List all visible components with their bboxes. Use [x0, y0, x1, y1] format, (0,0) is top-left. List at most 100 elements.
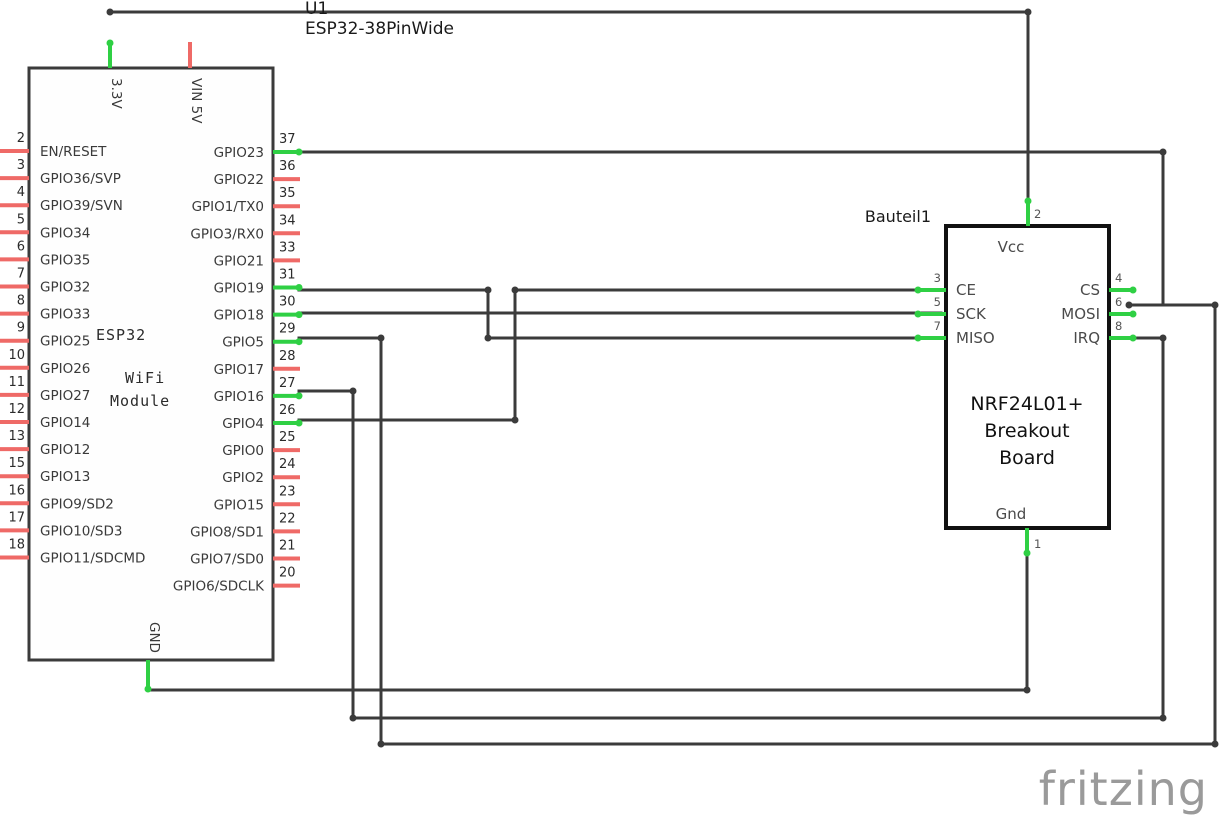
esp32-right-pin-number: 20 [279, 566, 296, 581]
esp32-right-pin-number: 33 [279, 240, 296, 255]
esp32-left-pin-label: GPIO13 [40, 469, 90, 485]
esp32-right-pin-gpio5[interactable]: GPIO5 29 [222, 322, 303, 351]
esp32-right-pin-gpio7-sd0[interactable]: GPIO7/SD0 21 [190, 539, 300, 568]
nrf24-pin-gnd[interactable] [1023, 528, 1031, 557]
esp32-left-pin-label: GPIO39/SVN [40, 198, 123, 214]
esp32-right-pin-number: 36 [279, 159, 296, 174]
esp32-right-pin-number: 37 [279, 132, 296, 147]
nrf24-body-text-2: Board [999, 447, 1055, 469]
esp32-left-pin-gpio33[interactable]: GPIO33 8 [0, 294, 90, 323]
esp32-right-pin-gpio15[interactable]: GPIO15 23 [214, 484, 300, 513]
esp32-left-pin-number: 5 [17, 212, 25, 227]
wire-net-cs-gpio5[interactable] [297, 301, 1219, 748]
esp32-left-pin-gpio39-svn[interactable]: GPIO39/SVN 4 [0, 185, 123, 214]
esp32-left-pin-gpio34[interactable]: GPIO34 5 [0, 212, 90, 241]
esp32-left-pin-number: 18 [8, 538, 25, 553]
esp32-left-pin-gpio11-sdcmd[interactable]: GPIO11/SDCMD 18 [0, 538, 145, 567]
nrf24-right-pin-mosi[interactable]: MOSI 6 [1061, 295, 1137, 323]
esp32-right-pin-gpio3-rx0[interactable]: GPIO3/RX0 34 [190, 213, 300, 242]
esp32-pin-gnd[interactable] [144, 660, 152, 693]
esp32-right-pin-gpio16[interactable]: GPIO16 27 [214, 376, 303, 405]
esp32-left-pin-label: EN/RESET [40, 144, 107, 160]
esp32-right-pin-number: 24 [279, 457, 296, 472]
esp32-left-pin-gpio10-sd3[interactable]: GPIO10/SD3 17 [0, 510, 123, 539]
wire-net-3v3[interactable] [106, 8, 1032, 218]
esp32-left-pin-label: GPIO14 [40, 415, 90, 431]
nrf24-body-text-1: Breakout [984, 420, 1069, 442]
esp32-left-pin-number: 7 [17, 267, 25, 282]
esp32-left-pin-gpio36-svp[interactable]: GPIO36/SVP 3 [0, 158, 121, 187]
esp32-right-pin-gpio2[interactable]: GPIO2 24 [222, 457, 300, 486]
esp32-right-pin-gpio8-sd1[interactable]: GPIO8/SD1 22 [190, 511, 300, 540]
esp32-left-pin-gpio32[interactable]: GPIO32 7 [0, 267, 90, 296]
esp32-left-pin-number: 13 [8, 429, 25, 444]
esp32-left-pin-label: GPIO9/SD2 [40, 496, 114, 512]
esp32-right-pin-label: GPIO7/SD0 [190, 552, 264, 568]
esp32-toppin-label-3v3: 3.3V [108, 78, 124, 109]
esp32-left-pin-label: GPIO35 [40, 252, 90, 268]
esp32-body-text-1: WiFi [125, 369, 165, 387]
esp32-right-pin-label: GPIO19 [214, 281, 264, 297]
esp32-left-pin-number: 15 [8, 456, 25, 471]
esp32-toppin-label-vin: VIN 5V [188, 78, 204, 124]
nrf24-pin-vcc[interactable] [1024, 197, 1032, 227]
nrf24-left-pin-label: CE [956, 281, 976, 299]
esp32-right-pin-gpio1-tx0[interactable]: GPIO1/TX0 35 [192, 186, 300, 215]
nrf24-bottompin-label-gnd: Gnd [996, 505, 1027, 523]
wire-net-gnd[interactable] [146, 551, 1031, 694]
esp32-right-pin-label: GPIO5 [222, 335, 264, 351]
esp32-left-pin-gpio25[interactable]: GPIO25 9 [0, 321, 90, 350]
nrf24-right-pin-number: 4 [1115, 271, 1122, 285]
esp32-left-pin-number: 16 [8, 483, 25, 498]
esp32-left-pin-en-reset[interactable]: EN/RESET 2 [0, 131, 107, 160]
esp32-left-pin-number: 3 [17, 158, 25, 173]
esp32-right-pin-gpio21[interactable]: GPIO21 33 [214, 240, 300, 269]
nrf24-right-pin-cs[interactable]: CS 4 [1080, 271, 1137, 299]
esp32-body-text-0: ESP32 [96, 326, 146, 344]
esp32-left-pin-gpio26[interactable]: GPIO26 10 [0, 348, 90, 377]
esp32-right-pin-label: GPIO17 [214, 362, 264, 378]
nrf24-left-pin-number: 5 [934, 295, 941, 309]
esp32-left-pin-gpio9-sd2[interactable]: GPIO9/SD2 16 [0, 483, 114, 512]
esp32-right-pin-gpio18[interactable]: GPIO18 30 [214, 295, 303, 324]
esp32-right-pin-gpio19[interactable]: GPIO19 31 [214, 268, 303, 297]
esp32-left-pin-number: 4 [17, 185, 25, 200]
esp32-pin-3v3[interactable] [106, 39, 114, 69]
esp32-right-pin-gpio17[interactable]: GPIO17 28 [214, 349, 300, 378]
esp32-left-pin-gpio12[interactable]: GPIO12 13 [0, 429, 90, 458]
esp32-left-pin-gpio27[interactable]: GPIO27 11 [0, 375, 90, 404]
nrf24-left-pin-miso[interactable]: MISO 7 [914, 319, 995, 347]
esp32-right-pin-label: GPIO0 [222, 443, 264, 459]
esp32-left-pin-label: GPIO25 [40, 334, 90, 350]
esp32-left-pin-group: EN/RESET2GPIO36/SVP3GPIO39/SVN4GPIO345GP… [0, 131, 145, 567]
nrf24-right-pin-group: CS 4 MOSI 6 IRQ 8 [1061, 271, 1137, 347]
esp32-right-pin-label: GPIO15 [214, 497, 264, 513]
nrf24-right-pin-number: 8 [1115, 319, 1122, 333]
esp32-right-pin-gpio0[interactable]: GPIO0 25 [222, 430, 300, 459]
esp32-right-pin-group: GPIO2337GPIO2236GPIO1/TX035GPIO3/RX034GP… [173, 132, 303, 595]
esp32-left-pin-gpio14[interactable]: GPIO14 12 [0, 402, 90, 431]
nrf24-left-pin-ce[interactable]: CE 3 [914, 271, 976, 299]
nrf24-left-pin-sck[interactable]: SCK 5 [914, 295, 987, 323]
esp32-right-pin-gpio6-sdclk[interactable]: GPIO6/SDCLK 20 [173, 566, 300, 595]
esp32-left-pin-number: 17 [8, 510, 25, 525]
wire-net-ce-gpio4[interactable] [297, 286, 943, 424]
nrf24-left-pin-label: SCK [956, 305, 987, 323]
esp32-right-pin-label: GPIO1/TX0 [192, 199, 264, 215]
esp32-right-pin-gpio4[interactable]: GPIO4 26 [222, 403, 303, 432]
nrf24-right-pin-label: MOSI [1061, 305, 1100, 323]
esp32-left-pin-label: GPIO10/SD3 [40, 523, 123, 539]
esp32-left-pin-gpio13[interactable]: GPIO13 15 [0, 456, 90, 485]
esp32-right-pin-gpio23[interactable]: GPIO23 37 [214, 132, 303, 161]
esp32-right-pin-number: 28 [279, 349, 296, 364]
esp32-left-pin-label: GPIO33 [40, 307, 90, 323]
nrf24-right-pin-irq[interactable]: IRQ 8 [1073, 319, 1137, 347]
esp32-left-pin-gpio35[interactable]: GPIO35 6 [0, 239, 90, 268]
esp32-left-pin-label: GPIO12 [40, 442, 90, 458]
esp32-right-pin-label: GPIO16 [214, 389, 264, 405]
esp32-left-pin-label: GPIO34 [40, 225, 90, 241]
wire-net-irq-gpio16[interactable] [297, 334, 1167, 722]
esp32-right-pin-gpio22[interactable]: GPIO22 36 [214, 159, 300, 188]
